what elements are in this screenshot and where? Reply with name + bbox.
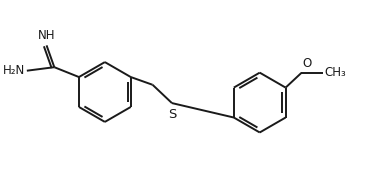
Text: H₂N: H₂N xyxy=(3,64,25,77)
Text: CH₃: CH₃ xyxy=(324,66,346,79)
Text: NH: NH xyxy=(38,29,55,42)
Text: S: S xyxy=(168,108,176,121)
Text: O: O xyxy=(303,57,312,70)
